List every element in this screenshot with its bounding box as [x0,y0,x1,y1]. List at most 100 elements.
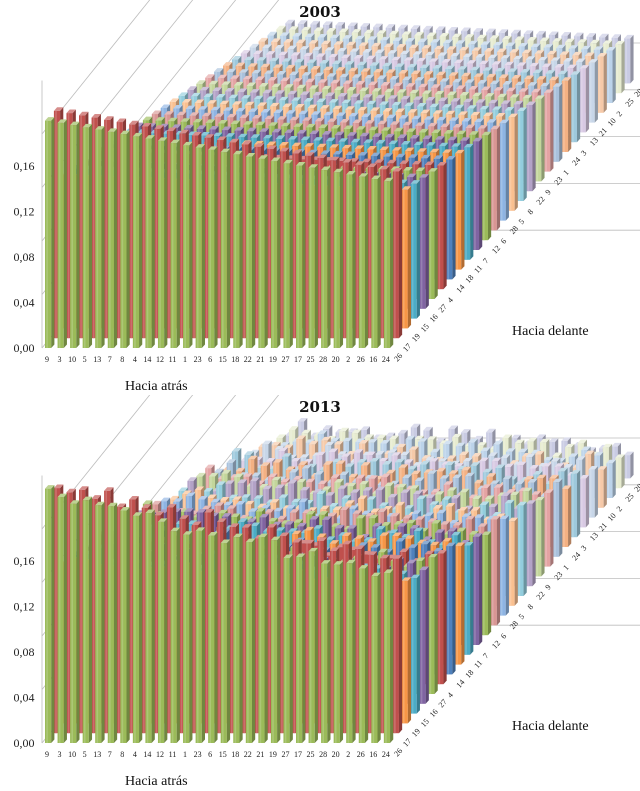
bars [45,418,634,743]
x-tick-label: 18 [231,355,239,364]
z-tick-label: 22 [535,590,547,602]
x-tick-label: 3 [58,355,62,364]
bar [490,125,501,231]
bar [552,83,563,162]
z-tick-label: 10 [606,116,618,128]
bar [296,162,306,348]
z-tick-label: 17 [401,737,413,749]
y-tick-label: 0,00 [14,341,35,355]
bar [371,572,381,743]
bar [526,101,536,192]
x-tick-label: 15 [219,355,227,364]
z-tick-label: 2 [615,504,624,513]
bar [517,501,527,596]
bar [624,34,634,84]
x-tick-label: 24 [382,750,390,759]
y-tick-label: 0,04 [14,296,35,310]
bar [333,561,344,743]
z-tick-label: 4 [446,691,455,700]
z-tick-label: 13 [588,136,600,148]
bar [508,113,518,211]
z-axis-label: Hacia delante [512,719,589,734]
x-tick-label: 18 [231,750,239,759]
y-tick-label: 0,12 [14,600,35,614]
bar [346,559,356,743]
z-tick-label: 24 [570,155,582,167]
bar [624,451,634,479]
x-tick-label: 25 [307,750,315,759]
bar [392,167,403,339]
bar [70,500,80,743]
z-tick-label: 24 [570,550,582,562]
bar [552,478,563,557]
bar [544,89,554,172]
bar [392,555,403,734]
x-tick-label: 12 [156,355,164,364]
x-tick-label: 6 [208,750,212,759]
x-tick-label: 24 [382,355,390,364]
z-tick-label: 25 [624,492,636,504]
bar [195,144,205,348]
x-tick-label: 22 [244,355,252,364]
bar [296,553,306,743]
bar [597,53,607,113]
bar [597,466,607,508]
x-tick-label: 23 [194,750,202,759]
bar [358,565,369,743]
bar [588,466,598,518]
bar [535,95,545,182]
bar [258,533,268,743]
bar [145,135,155,348]
bar [57,119,67,349]
bar [606,46,616,103]
x-tick-label: 11 [169,355,177,364]
bar [446,155,456,280]
z-tick-label: 19 [410,332,422,344]
z-tick-label: 16 [428,312,440,324]
x-tick-label: 17 [294,355,302,364]
z-tick-label: 18 [463,273,475,285]
x-tick-label: 1 [183,750,187,759]
z-tick-label: 21 [597,521,609,533]
bar [561,77,572,152]
z-tick-label: 22 [535,195,547,207]
bar [358,173,369,348]
bar [157,137,168,348]
x-tick-label: 20 [332,355,340,364]
bar [561,485,572,547]
x-tick-label: 25 [307,355,315,364]
bar [132,132,143,348]
z-tick-label: 8 [526,602,535,611]
z-tick-label: 9 [543,583,552,592]
bar [535,496,545,577]
z-tick-label: 5 [517,217,526,226]
x-tick-label: 11 [169,750,177,759]
z-tick-label: 23 [552,570,564,582]
z-tick-label: 17 [401,342,413,354]
bar [95,126,105,348]
x-tick-label: 16 [369,355,377,364]
bar [508,517,518,606]
bar [410,180,420,319]
bar [308,547,318,743]
z-tick-label: 14 [454,283,466,295]
x-tick-label: 26 [357,355,365,364]
bar [463,143,474,260]
bar [383,177,394,348]
y-tick-label: 0,08 [14,250,35,264]
bar [499,515,509,616]
x-tick-label: 17 [294,750,302,759]
bar [220,539,231,743]
bar [57,493,67,743]
z-tick-label: 23 [552,175,564,187]
bar [220,148,231,348]
bar [346,171,356,348]
z-tick-label: 20 [632,87,640,99]
z-tick-label: 25 [624,97,636,109]
bar [499,119,509,221]
bar [183,141,193,348]
z-tick-label: 11 [472,658,484,670]
x-tick-label: 2 [346,750,350,759]
